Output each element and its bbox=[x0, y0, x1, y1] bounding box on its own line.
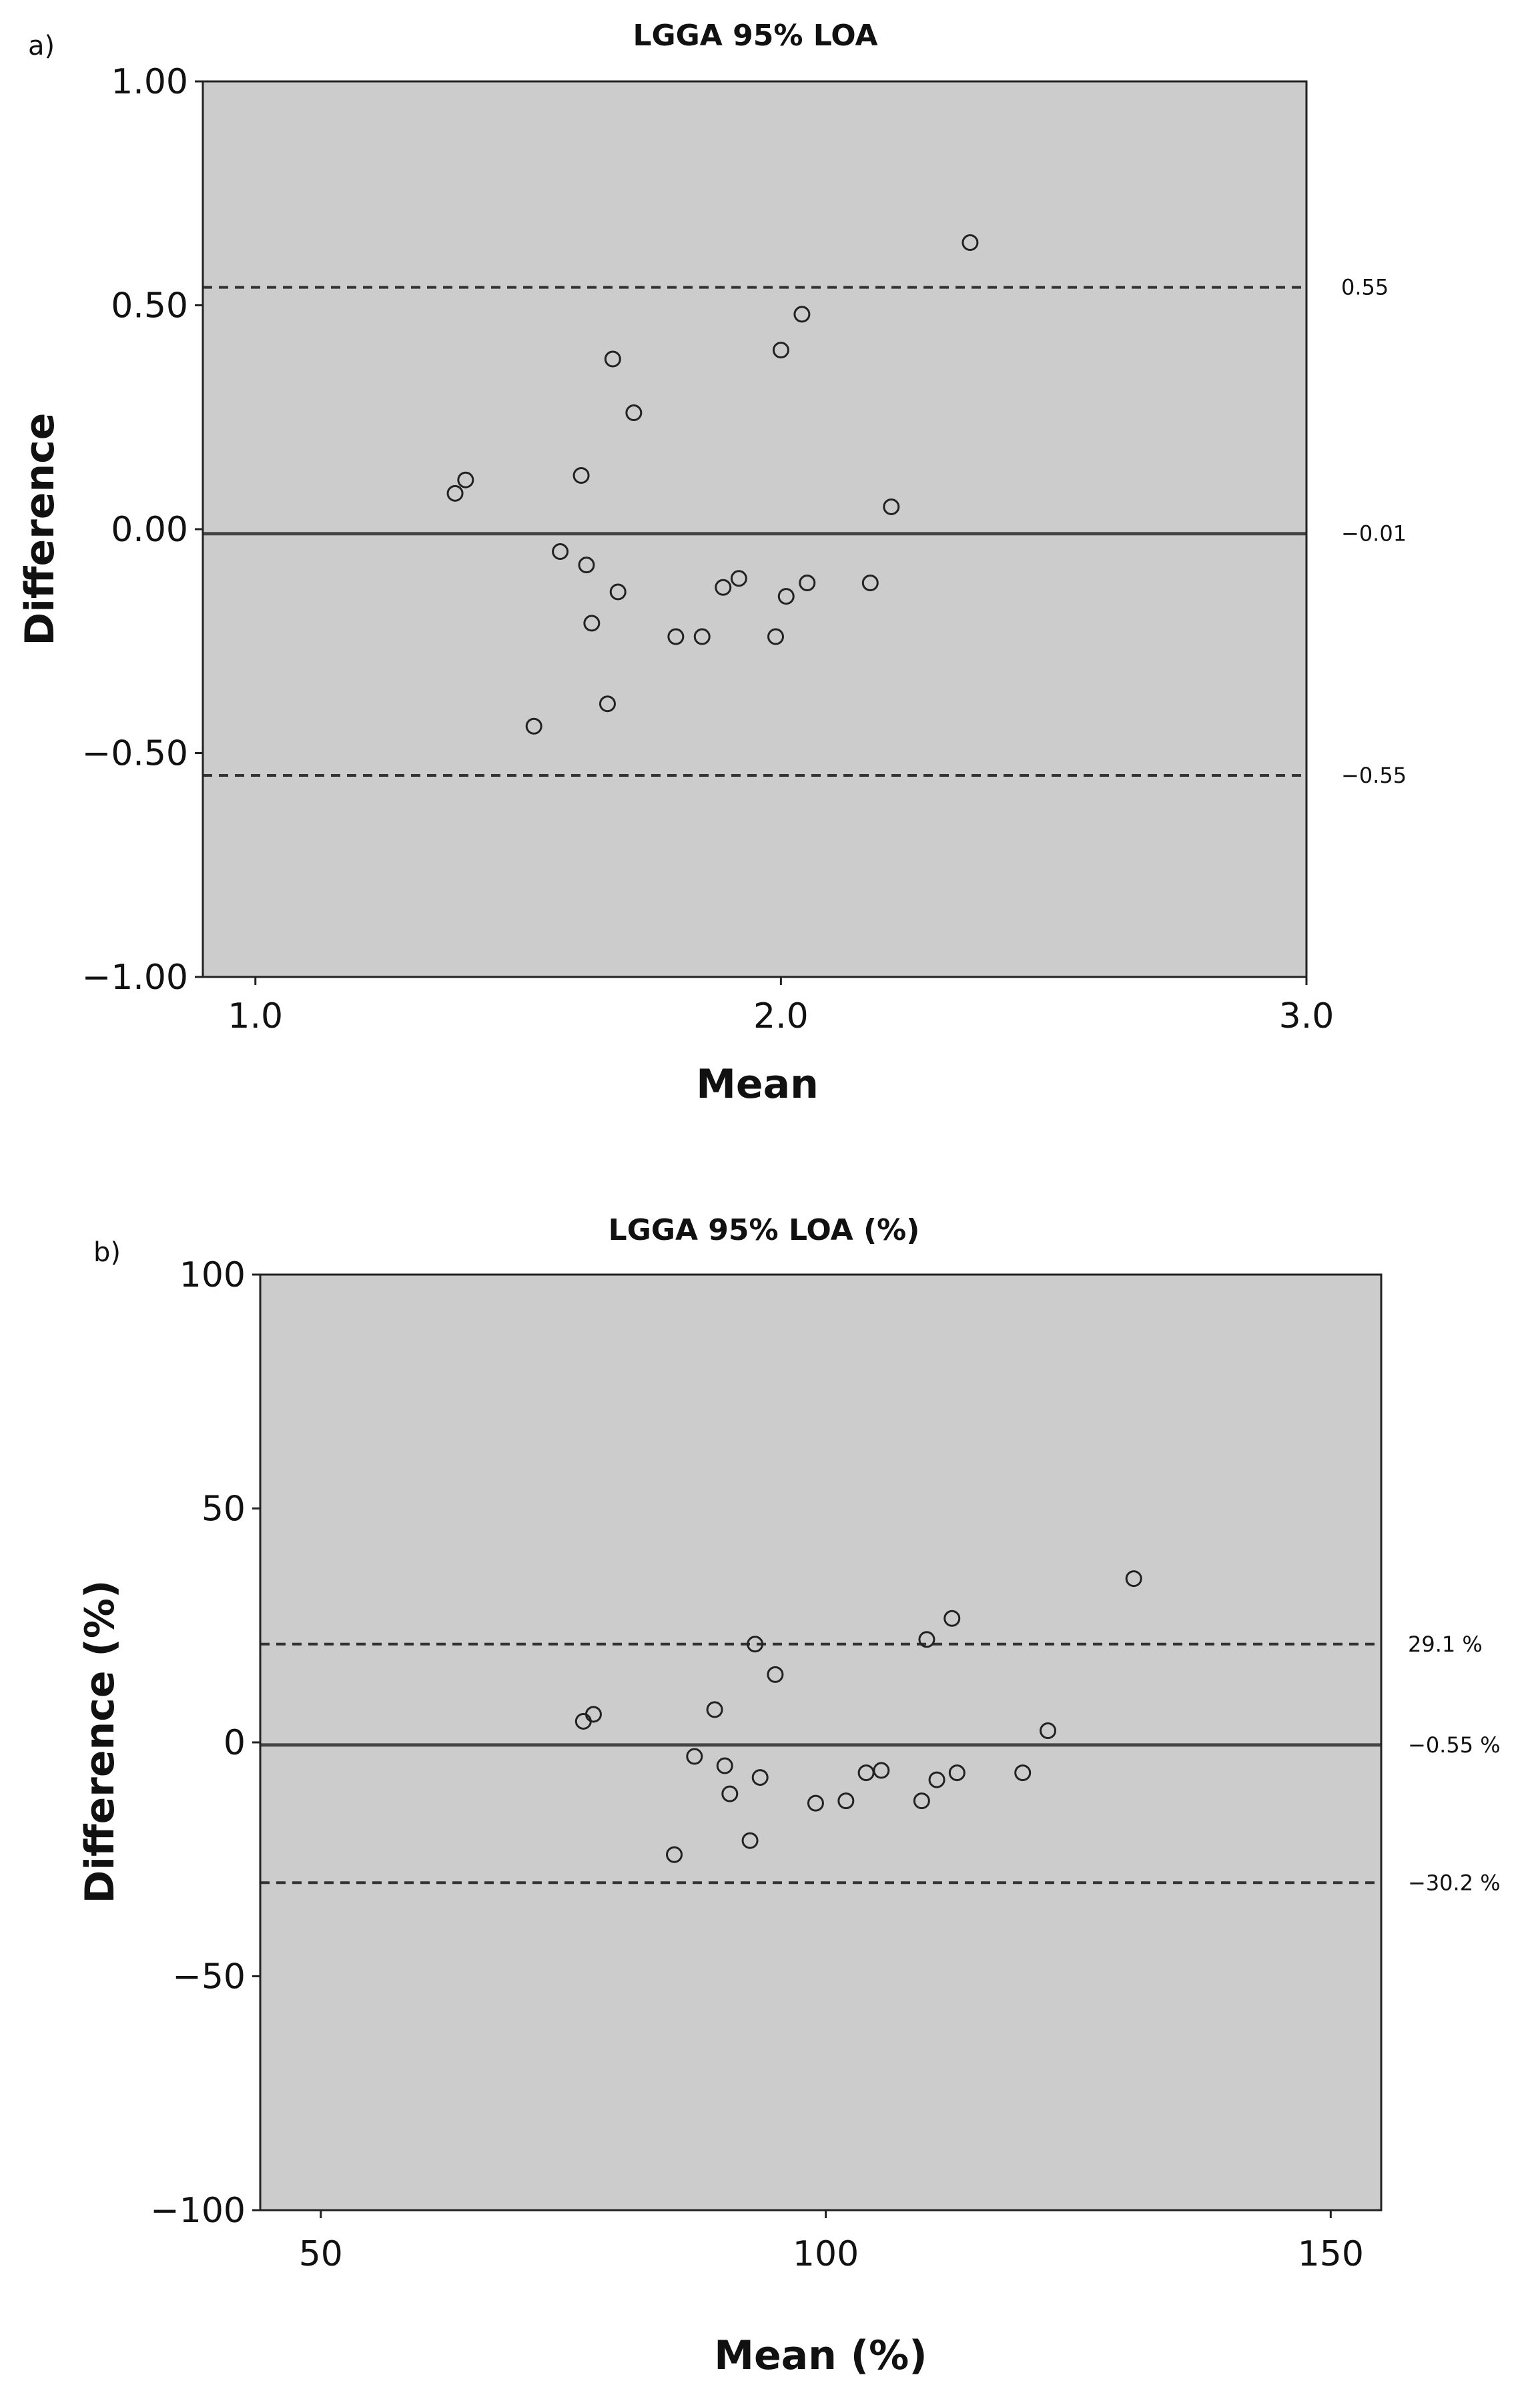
panel-a-data-point bbox=[861, 575, 879, 592]
panel-a-y-tick-label: 0.50 bbox=[111, 286, 188, 326]
panel-b-data-point bbox=[873, 1762, 890, 1779]
panel-a-data-point bbox=[793, 306, 811, 323]
panel-b-data-point bbox=[686, 1748, 703, 1765]
panel-b-reference-lines: 29.1 % −0.55 % −30.2 % bbox=[260, 1632, 1501, 1895]
panel-a-data-point bbox=[599, 695, 616, 713]
panel-a-data-point bbox=[772, 342, 789, 359]
panel-a-data-point bbox=[799, 575, 816, 592]
panel-a-data-point bbox=[883, 498, 900, 515]
panel-b-y-tick-label: 100 bbox=[179, 1255, 246, 1295]
panel-a-data-point bbox=[583, 615, 601, 632]
panel-a-data-point bbox=[446, 484, 464, 502]
panel-b-x-ticks: 50 100 150 bbox=[299, 2210, 1364, 2274]
panel-a-y-tick-label: −0.50 bbox=[82, 734, 188, 774]
panel-a-chart: a) LGGA 95% LOA 1.00 0.50 0.00 −0.50 −1.00 1… bbox=[17, 19, 1407, 1108]
panel-b-data-point bbox=[751, 1769, 769, 1786]
panel-a-x-tick-label: 2.0 bbox=[753, 996, 809, 1036]
panel-b-y-tick-label: −50 bbox=[172, 1957, 246, 1997]
panel-b-data-point bbox=[767, 1666, 784, 1683]
panel-a-data-point bbox=[625, 404, 643, 422]
panel-b-data-point bbox=[747, 1636, 764, 1653]
panel-b-data-point bbox=[948, 1764, 966, 1782]
panel-b-data-point bbox=[837, 1792, 855, 1810]
panel-a-label: a) bbox=[28, 31, 55, 61]
panel-a-x-tick-label: 1.0 bbox=[228, 996, 283, 1036]
panel-b-x-axis-label: Mean (%) bbox=[714, 2332, 927, 2379]
panel-b-data-point bbox=[716, 1757, 733, 1774]
panel-b-reference-label: −30.2 % bbox=[1408, 1870, 1501, 1895]
panel-a-data-point bbox=[609, 583, 627, 601]
panel-a-data-point bbox=[604, 350, 621, 368]
panel-a-reference-label: 0.55 bbox=[1341, 275, 1389, 300]
panel-b-frame bbox=[259, 1273, 1383, 2212]
panel-a-x-ticks: 1.0 2.0 3.0 bbox=[228, 977, 1334, 1036]
panel-b-data-point bbox=[913, 1792, 930, 1810]
panel-b-points bbox=[574, 1570, 1142, 1863]
panel-a-reference-lines: 0.55 −0.01 −0.55 bbox=[203, 275, 1407, 788]
panel-b-title: LGGA 95% LOA (%) bbox=[609, 1213, 920, 1247]
panel-a-data-point bbox=[961, 234, 979, 252]
panel-a-x-tick-label: 3.0 bbox=[1279, 996, 1334, 1036]
panel-a-data-point bbox=[457, 471, 474, 488]
panel-a-y-ticks: 1.00 0.50 0.00 −0.50 −1.00 bbox=[82, 62, 203, 998]
panel-b-data-point bbox=[918, 1631, 935, 1648]
panel-a-y-tick-label: 1.00 bbox=[111, 62, 188, 102]
panel-b-data-point bbox=[943, 1610, 961, 1627]
panel-a-title: LGGA 95% LOA bbox=[633, 19, 877, 53]
panel-b-data-point bbox=[721, 1785, 739, 1802]
panel-b-x-tick-label: 150 bbox=[1298, 2234, 1364, 2274]
panel-a-data-point bbox=[693, 628, 711, 645]
panel-b-x-tick-label: 100 bbox=[793, 2234, 859, 2274]
panel-b-data-point bbox=[741, 1832, 759, 1849]
panel-b-x-tick-label: 50 bbox=[299, 2234, 343, 2274]
panel-a-data-point bbox=[552, 543, 569, 561]
panel-b-y-tick-label: 50 bbox=[202, 1489, 246, 1529]
panel-b-data-point bbox=[807, 1794, 824, 1812]
panel-b-reference-label: 29.1 % bbox=[1408, 1632, 1483, 1657]
panel-b-y-ticks: 100 50 0 −50 −100 bbox=[150, 1255, 260, 2231]
panel-b-label: b) bbox=[93, 1237, 121, 1268]
panel-a-data-point bbox=[572, 466, 590, 484]
panel-a-data-point bbox=[525, 717, 542, 735]
panel-b-data-point bbox=[1014, 1764, 1032, 1782]
panel-b-plot-area bbox=[260, 1275, 1381, 2210]
panel-a-data-point bbox=[578, 557, 595, 574]
panel-a-y-tick-label: −1.00 bbox=[82, 958, 188, 998]
panel-a-reference-label: −0.01 bbox=[1341, 521, 1407, 547]
panel-b-y-axis-label: Difference (%) bbox=[77, 1580, 123, 1904]
panel-a-x-axis-label: Mean bbox=[696, 1061, 819, 1108]
panel-b-data-point bbox=[666, 1846, 683, 1863]
panel-a-data-point bbox=[730, 570, 747, 587]
panel-a-data-point bbox=[767, 628, 785, 645]
panel-a-data-point bbox=[667, 628, 685, 645]
panel-a-points bbox=[446, 234, 979, 735]
panel-b-data-point bbox=[706, 1701, 723, 1718]
panel-a-plot-area bbox=[203, 81, 1306, 977]
panel-b-data-point bbox=[928, 1771, 945, 1788]
panel-b-data-point bbox=[585, 1706, 602, 1723]
panel-b-y-tick-label: −100 bbox=[150, 2191, 246, 2231]
panel-b-reference-label: −0.55 % bbox=[1408, 1732, 1501, 1758]
panel-a-y-tick-label: 0.00 bbox=[111, 510, 188, 550]
panel-a-frame bbox=[202, 80, 1308, 978]
panel-a-reference-label: −0.55 bbox=[1341, 763, 1407, 788]
panel-b-data-point bbox=[1040, 1722, 1057, 1739]
panel-b-y-tick-label: 0 bbox=[224, 1723, 246, 1763]
panel-a-y-axis-label: Difference bbox=[17, 413, 63, 646]
panel-b-data-point bbox=[1125, 1570, 1142, 1588]
panel-a-data-point bbox=[777, 588, 795, 605]
panel-a-data-point bbox=[715, 579, 732, 596]
